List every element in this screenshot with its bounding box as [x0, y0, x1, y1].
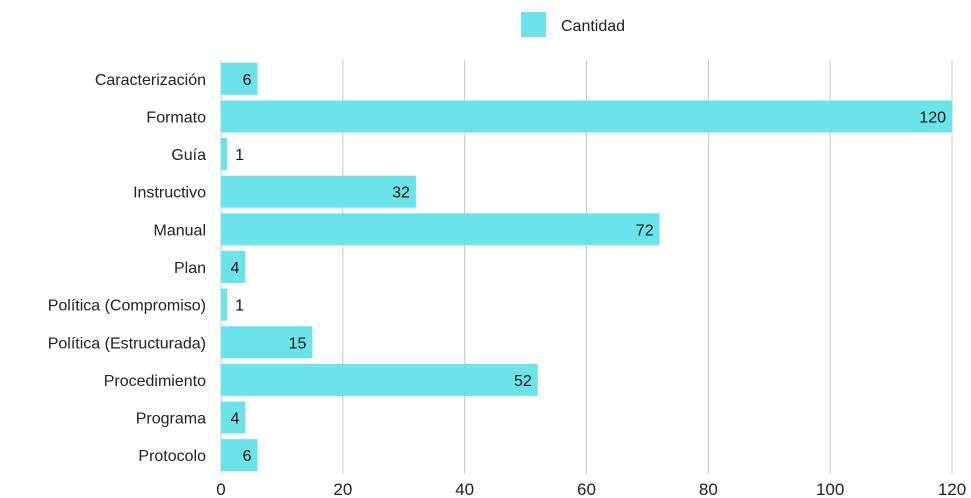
category-label: Procedimiento	[104, 373, 206, 390]
category-label: Formato	[146, 109, 206, 126]
data-label: 1	[235, 147, 244, 164]
category-labels: Caracterización Formato Guía Instructivo Man…	[48, 72, 206, 465]
x-tick-label: 60	[577, 480, 596, 498]
legend-label: Cantidad	[561, 18, 625, 35]
data-label: 72	[636, 222, 654, 239]
x-tick-label: 20	[333, 480, 352, 498]
bar	[221, 439, 258, 471]
category-label: Política (Estructurada)	[48, 335, 206, 352]
data-label: 120	[919, 109, 946, 126]
data-label: 4	[230, 411, 239, 428]
category-label: Caracterización	[95, 72, 206, 89]
bar	[221, 176, 416, 208]
bar	[221, 100, 952, 132]
data-label: 6	[243, 448, 252, 465]
category-label: Manual	[154, 222, 206, 239]
category-label: Política (Compromiso)	[48, 298, 206, 315]
x-tick-label: 100	[816, 480, 844, 498]
category-label: Programa	[136, 411, 206, 428]
category-label: Guía	[171, 147, 206, 164]
data-label: 52	[514, 373, 532, 390]
bar	[221, 213, 660, 245]
data-label: 15	[289, 335, 307, 352]
bar	[221, 364, 538, 396]
x-tick-label: 80	[699, 480, 718, 498]
category-label: Protocolo	[138, 448, 206, 465]
bar	[221, 63, 258, 95]
legend: Cantidad	[521, 12, 625, 37]
x-axis-ticks: 0 20 40 60 80 100 120	[216, 480, 966, 498]
data-label: 6	[243, 72, 252, 89]
x-tick-label: 0	[216, 480, 225, 498]
legend-swatch	[521, 12, 546, 37]
x-tick-label: 40	[455, 480, 474, 498]
x-tick-label: 120	[938, 480, 966, 498]
bar	[221, 138, 227, 170]
data-label: 32	[392, 185, 410, 202]
data-label: 1	[235, 298, 244, 315]
data-label: 4	[230, 260, 239, 277]
bar	[221, 289, 227, 321]
category-label: Plan	[174, 260, 206, 277]
category-label: Instructivo	[133, 185, 206, 202]
